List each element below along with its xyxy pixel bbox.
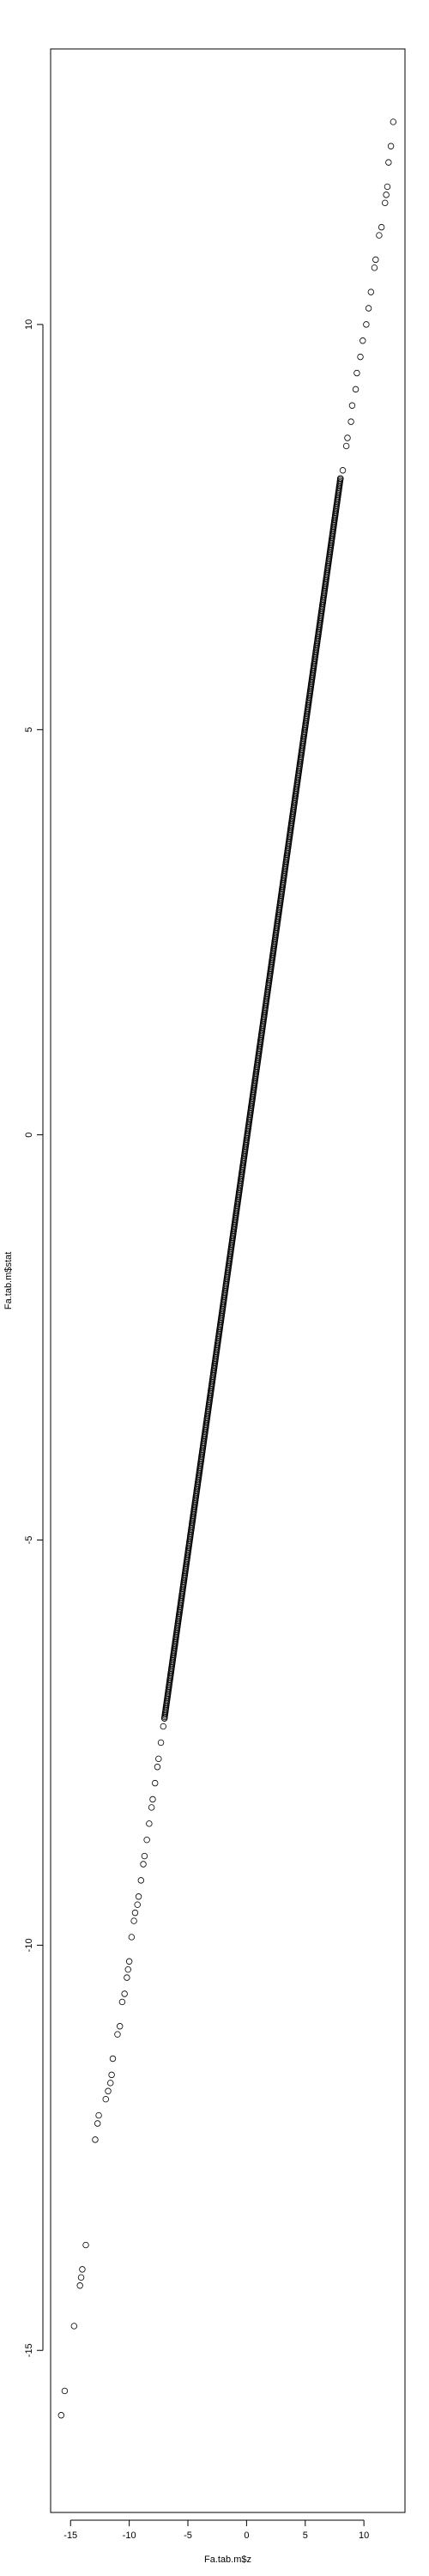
data-point: [160, 1723, 166, 1729]
data-point: [353, 386, 359, 392]
data-point: [364, 322, 370, 328]
data-point: [71, 2324, 77, 2330]
data-point: [382, 200, 388, 206]
x-tick-label: -5: [184, 2530, 192, 2541]
data-point: [158, 1740, 164, 1746]
y-tick-label: 5: [24, 727, 34, 732]
data-points: [58, 119, 396, 2418]
data-point: [94, 2121, 100, 2127]
data-point: [377, 233, 383, 239]
data-point: [147, 1821, 153, 1827]
data-point: [384, 192, 390, 198]
data-point: [144, 1837, 150, 1843]
data-point: [78, 2275, 84, 2281]
data-point: [390, 119, 396, 125]
data-point: [388, 143, 394, 149]
data-point: [345, 435, 351, 441]
data-point: [83, 2242, 89, 2248]
data-point: [150, 1796, 156, 1802]
data-point: [129, 1935, 135, 1941]
data-point: [156, 1756, 162, 1762]
data-point: [109, 2072, 115, 2078]
data-point: [126, 1959, 132, 1965]
data-point: [358, 354, 364, 360]
x-tick-label: 0: [244, 2530, 249, 2541]
data-point: [62, 2388, 68, 2394]
data-point: [131, 1918, 137, 1924]
data-point: [106, 2088, 112, 2094]
x-axis-label: Fa.tab.m$z: [204, 2555, 251, 2565]
data-point: [93, 2137, 99, 2143]
data-point: [360, 337, 366, 343]
data-point: [348, 419, 354, 425]
data-point: [119, 1999, 125, 2005]
data-point: [372, 265, 378, 271]
data-point: [152, 1780, 158, 1786]
x-tick-label: 10: [359, 2530, 369, 2541]
data-point: [368, 289, 374, 295]
y-tick-label: -15: [24, 2343, 34, 2357]
data-point: [96, 2112, 102, 2118]
data-point: [148, 1805, 154, 1811]
data-point: [354, 370, 360, 376]
data-point: [132, 1910, 138, 1916]
y-tick-label: -10: [24, 1938, 34, 1952]
data-point: [366, 306, 372, 312]
y-tick-label: -5: [24, 1536, 34, 1545]
data-point: [154, 1764, 160, 1770]
data-point: [136, 1893, 142, 1899]
data-point: [124, 1975, 130, 1981]
data-point: [77, 2282, 83, 2288]
data-point: [122, 1991, 128, 1997]
data-point: [135, 1902, 141, 1908]
y-axis-label: Fa.tab.m$stat: [3, 1252, 14, 1309]
data-point: [115, 2032, 121, 2038]
data-point: [373, 257, 379, 263]
data-point: [58, 2412, 64, 2418]
y-tick-label: 10: [24, 319, 34, 330]
y-tick-label: 0: [24, 1133, 34, 1138]
data-point: [107, 2081, 113, 2087]
data-point: [378, 224, 384, 230]
data-point: [141, 1862, 147, 1868]
data-point: [349, 403, 355, 409]
x-tick-label: -10: [123, 2530, 136, 2541]
data-point: [340, 467, 346, 473]
data-point: [110, 2056, 116, 2062]
x-tick-label: -15: [63, 2530, 77, 2541]
data-point: [103, 2096, 109, 2102]
data-point: [384, 184, 390, 190]
data-point: [343, 443, 349, 449]
data-point: [386, 160, 392, 166]
data-point: [80, 2267, 86, 2273]
x-axis: -15 -10 -5 0 5 10: [63, 2520, 369, 2541]
data-point: [125, 1966, 131, 1972]
x-tick-label: 5: [303, 2530, 308, 2541]
data-point: [117, 2023, 123, 2029]
y-axis: -15 -10 -5 0 5 10: [24, 319, 43, 2357]
data-point: [142, 1853, 148, 1859]
data-point: [138, 1878, 144, 1884]
